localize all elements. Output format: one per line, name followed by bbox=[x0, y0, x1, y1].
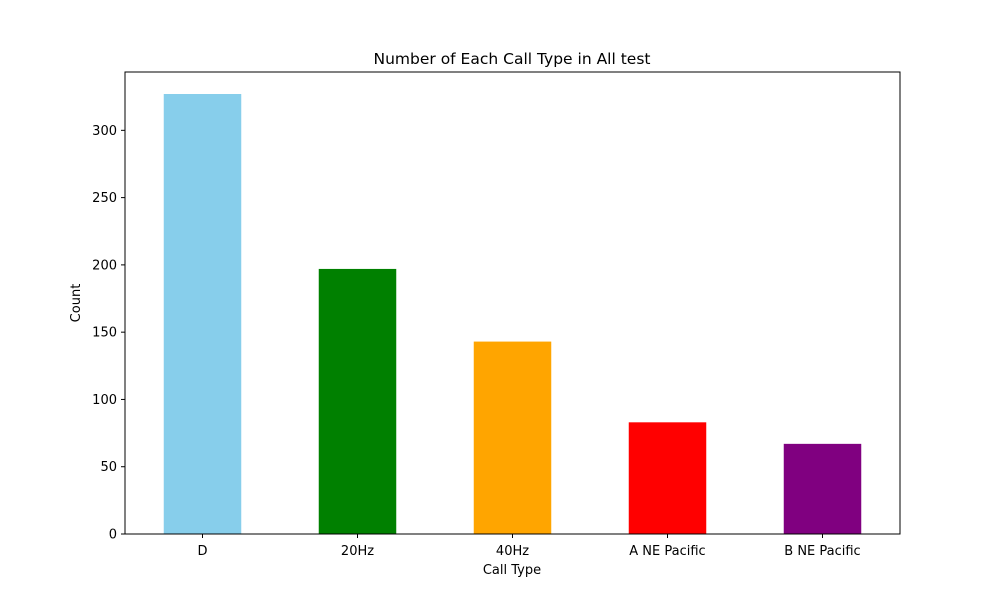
bar-b-ne-pacific bbox=[783, 443, 862, 534]
y-tick-label: 300 bbox=[92, 124, 117, 139]
x-tick-label: 40Hz bbox=[496, 544, 529, 559]
x-axis-label: Call Type bbox=[483, 563, 541, 578]
x-tick-label: 20Hz bbox=[341, 544, 374, 559]
y-tick-label: 250 bbox=[92, 191, 117, 206]
bar-a-ne-pacific bbox=[628, 422, 707, 534]
x-axis-ticks: D 20Hz 40Hz A NE Pacific B NE Pacific bbox=[197, 534, 861, 559]
plot-area-frame bbox=[124, 71, 901, 535]
bars-layer bbox=[163, 94, 862, 534]
x-tick-label: A NE Pacific bbox=[629, 544, 705, 559]
y-tick-label: 100 bbox=[92, 393, 117, 408]
bar-20hz bbox=[318, 268, 397, 534]
y-tick-label: 50 bbox=[100, 460, 117, 475]
y-tick-label: 150 bbox=[92, 326, 117, 341]
y-tick-label: 0 bbox=[109, 528, 117, 543]
y-axis-ticks: 0 50 100 150 200 250 300 bbox=[92, 124, 125, 543]
y-tick-label: 200 bbox=[92, 258, 117, 273]
x-tick-label: B NE Pacific bbox=[784, 544, 860, 559]
bar-40hz bbox=[473, 341, 552, 534]
y-axis-label: Count bbox=[69, 284, 84, 323]
bar-d bbox=[163, 94, 242, 534]
x-tick-label: D bbox=[197, 544, 207, 559]
chart-title: Number of Each Call Type in All test bbox=[374, 50, 651, 68]
